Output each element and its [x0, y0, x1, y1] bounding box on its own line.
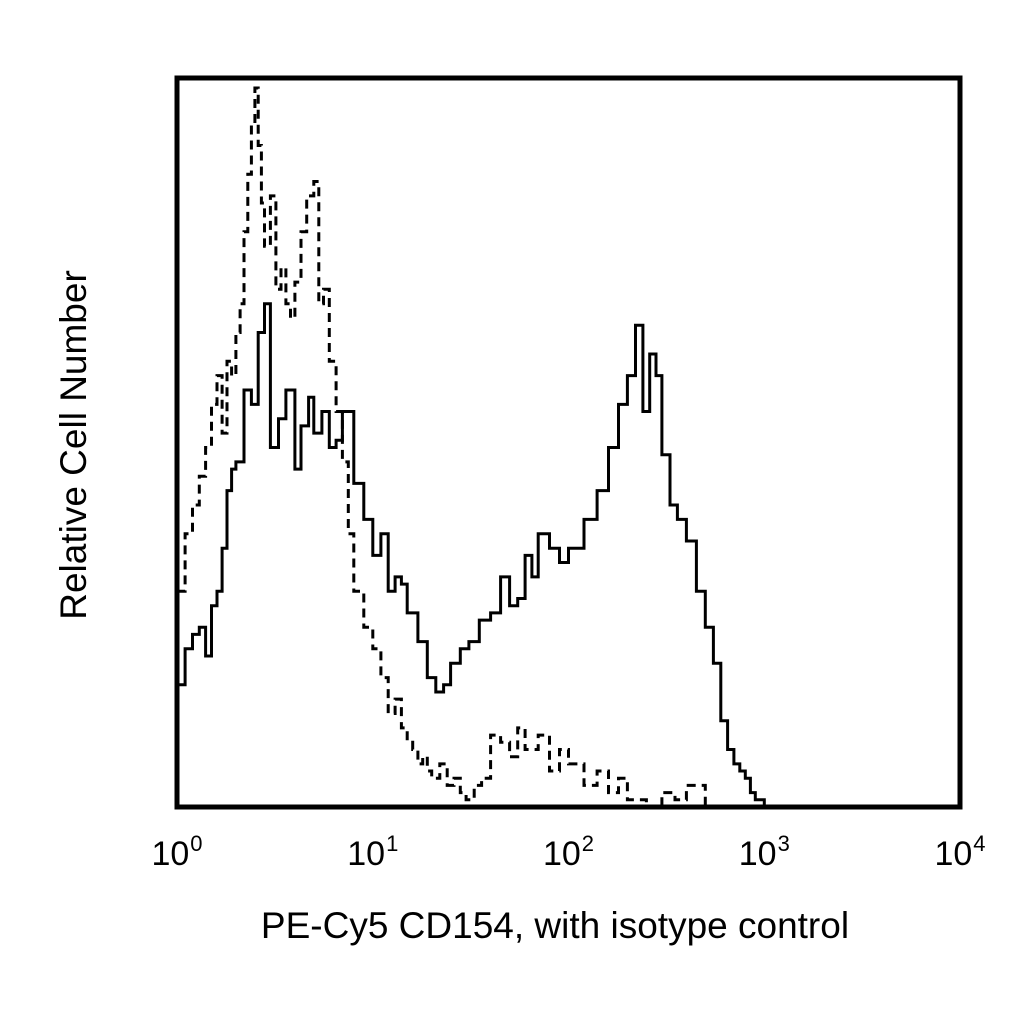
x-tick-exponent: 2	[582, 831, 594, 856]
isotype-control-series-line	[177, 86, 710, 809]
x-tick-base: 10	[934, 835, 972, 873]
x-tick-exponent: 0	[190, 831, 202, 856]
x-tick-base: 10	[543, 835, 581, 873]
cd154-series-line	[177, 302, 769, 809]
x-tick-label-0: 100	[151, 831, 202, 873]
x-tick-exponent: 4	[973, 831, 985, 856]
x-tick-label-2: 102	[543, 831, 594, 873]
y-axis-label: Relative Cell Number	[53, 270, 94, 620]
x-tick-base: 10	[347, 835, 385, 873]
x-tick-exponent: 1	[386, 831, 398, 856]
x-tick-base: 10	[151, 835, 189, 873]
x-tick-labels: 100 101 102 103 104	[151, 831, 985, 873]
x-axis-label: PE-Cy5 CD154, with isotype control	[261, 905, 849, 946]
x-tick-label-4: 104	[934, 831, 985, 873]
x-tick-exponent: 3	[778, 831, 790, 856]
x-tick-label-3: 103	[739, 831, 790, 873]
plot-frame	[174, 75, 963, 810]
series-layer	[177, 86, 769, 809]
x-tick-label-1: 101	[347, 831, 398, 873]
x-tick-base: 10	[739, 835, 777, 873]
